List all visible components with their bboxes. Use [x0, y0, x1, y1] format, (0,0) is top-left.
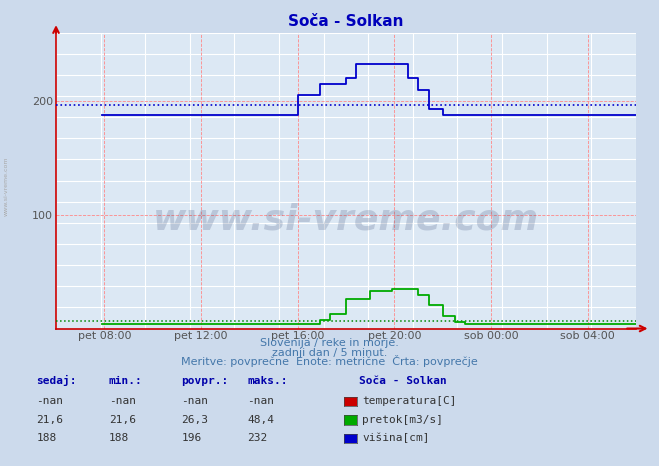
Text: maks.:: maks.: — [247, 377, 287, 386]
Text: Soča - Solkan: Soča - Solkan — [359, 377, 447, 386]
Text: -nan: -nan — [109, 396, 136, 406]
Text: pretok[m3/s]: pretok[m3/s] — [362, 415, 444, 425]
Text: 21,6: 21,6 — [109, 415, 136, 425]
Text: Slovenija / reke in morje.: Slovenija / reke in morje. — [260, 338, 399, 348]
Text: 188: 188 — [36, 433, 57, 443]
Text: 26,3: 26,3 — [181, 415, 208, 425]
Text: 188: 188 — [109, 433, 129, 443]
Text: min.:: min.: — [109, 377, 142, 386]
Text: sedaj:: sedaj: — [36, 376, 76, 386]
Text: www.si-vreme.com: www.si-vreme.com — [153, 202, 539, 236]
Text: Meritve: povprečne  Enote: metrične  Črta: povprečje: Meritve: povprečne Enote: metrične Črta:… — [181, 356, 478, 367]
Text: 48,4: 48,4 — [247, 415, 274, 425]
Title: Soča - Solkan: Soča - Solkan — [288, 14, 404, 29]
Text: višina[cm]: višina[cm] — [362, 433, 430, 443]
Text: 21,6: 21,6 — [36, 415, 63, 425]
Text: -nan: -nan — [36, 396, 63, 406]
Text: -nan: -nan — [247, 396, 274, 406]
Text: povpr.:: povpr.: — [181, 377, 229, 386]
Text: temperatura[C]: temperatura[C] — [362, 396, 457, 406]
Text: zadnji dan / 5 minut.: zadnji dan / 5 minut. — [272, 348, 387, 357]
Text: -nan: -nan — [181, 396, 208, 406]
Text: 232: 232 — [247, 433, 268, 443]
Text: 196: 196 — [181, 433, 202, 443]
Text: www.si-vreme.com: www.si-vreme.com — [4, 157, 9, 216]
